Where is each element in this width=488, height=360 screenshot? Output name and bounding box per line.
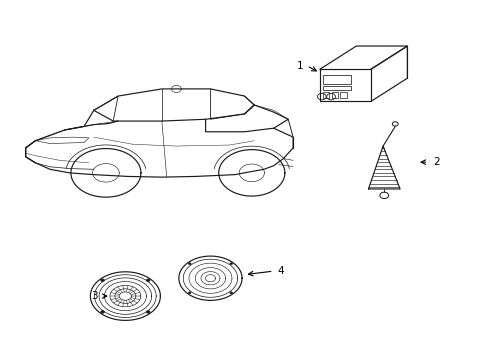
Circle shape [229, 262, 232, 265]
Bar [322, 75, 350, 84]
Circle shape [229, 292, 232, 294]
Text: 1: 1 [297, 61, 303, 71]
Circle shape [188, 292, 191, 294]
Text: 4: 4 [277, 266, 284, 276]
Bar [340, 93, 346, 98]
Circle shape [146, 279, 150, 282]
Text: 2: 2 [432, 157, 439, 167]
Bar [331, 93, 337, 98]
Circle shape [101, 310, 104, 313]
Circle shape [188, 262, 191, 265]
Bar [322, 93, 328, 98]
Text: 3: 3 [91, 291, 98, 301]
Bar [322, 86, 350, 90]
Circle shape [101, 279, 104, 282]
Circle shape [146, 310, 150, 313]
